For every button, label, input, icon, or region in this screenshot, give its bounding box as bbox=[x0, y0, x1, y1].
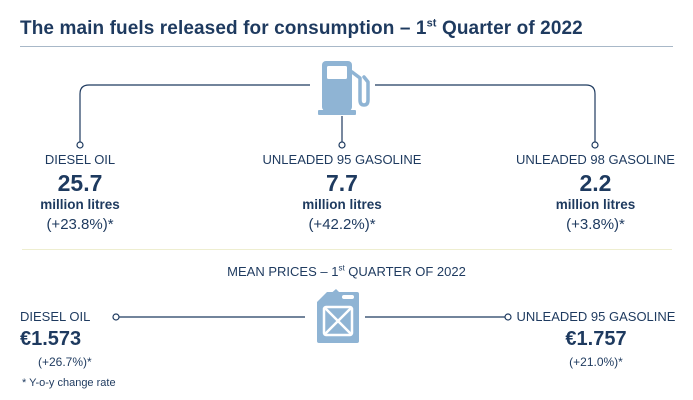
fuel-label: DIESEL OIL bbox=[44, 152, 116, 167]
fuel-label: UNLEADED 95 GASOLINE bbox=[262, 152, 422, 167]
fuel-value: 7.7 bbox=[326, 170, 358, 196]
price-label: DIESEL OIL bbox=[20, 309, 91, 324]
fuel-label: UNLEADED 98 GASOLINE bbox=[516, 152, 675, 167]
price-value: €1.573 bbox=[20, 328, 82, 350]
connector-dot-left bbox=[76, 141, 84, 149]
price-label: UNLEADED 95 GASOLINE bbox=[516, 309, 676, 324]
price-dot-right bbox=[504, 313, 512, 321]
footnote: * Y-o-y change rate bbox=[22, 377, 116, 389]
fuel-pump-icon bbox=[318, 61, 370, 115]
fuel-unit: million litres bbox=[555, 197, 636, 212]
fuel-unit: million litres bbox=[302, 197, 382, 212]
price-unleaded-95: UNLEADED 95 GASOLINE €1.757 (+21.0%)* bbox=[516, 309, 676, 369]
fuel-change: (+3.8%)* bbox=[566, 216, 625, 233]
connector-left bbox=[79, 84, 310, 142]
prices-title: MEAN PRICES – 1st QUARTER OF 2022 bbox=[227, 263, 466, 279]
page-title: The main fuels released for consumption … bbox=[20, 17, 583, 39]
fuel-value: 2.2 bbox=[579, 170, 612, 196]
connector-dot-center bbox=[338, 141, 346, 149]
price-dot-left bbox=[112, 313, 120, 321]
price-change: (+21.0%)* bbox=[569, 355, 623, 369]
jerrycan-icon bbox=[317, 289, 359, 343]
title-rule bbox=[20, 46, 673, 47]
fuel-change: (+23.8%)* bbox=[46, 216, 114, 233]
fuel-diesel: DIESEL OIL 25.7 million litres (+23.8%)* bbox=[0, 152, 160, 233]
fuel-unit: million litres bbox=[40, 197, 120, 212]
price-value: €1.757 bbox=[565, 328, 627, 350]
connector-dot-right bbox=[591, 141, 599, 149]
connector-right bbox=[375, 84, 596, 142]
fuel-value: 25.7 bbox=[57, 170, 103, 196]
fuel-change: (+42.2%)* bbox=[308, 216, 376, 233]
price-diesel: DIESEL OIL €1.573 (+26.7%)* bbox=[20, 309, 92, 369]
fuel-unleaded-95: UNLEADED 95 GASOLINE 7.7 million litres … bbox=[252, 152, 432, 233]
fuel-unleaded-98: UNLEADED 98 GASOLINE 2.2 million litres … bbox=[508, 152, 683, 233]
price-change: (+26.7%)* bbox=[38, 355, 92, 369]
section-divider bbox=[22, 249, 672, 250]
